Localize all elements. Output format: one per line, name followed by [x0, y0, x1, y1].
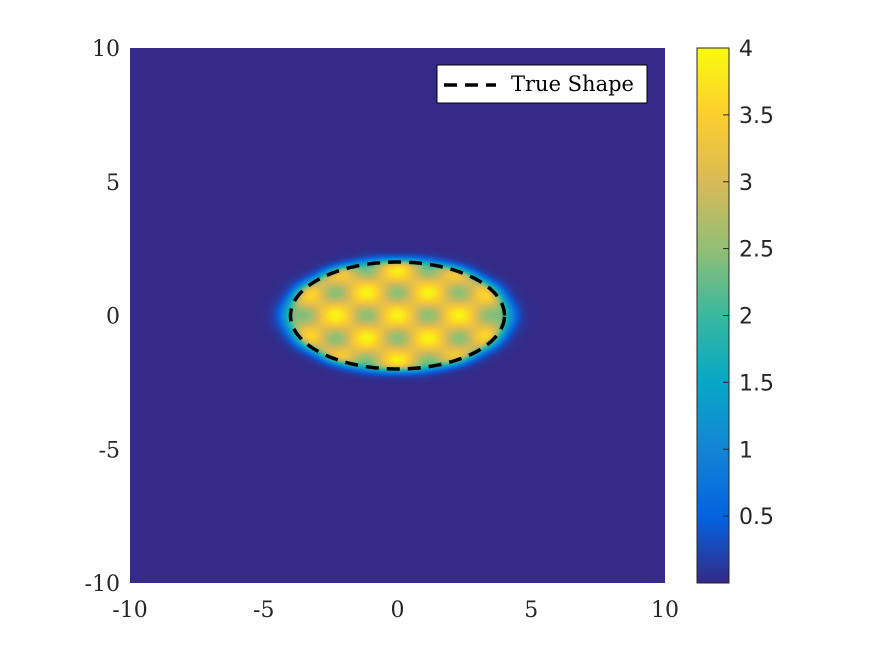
x-tick-label: 10: [651, 598, 679, 623]
colorbar-tick-label: 1: [739, 438, 753, 463]
colorbar-tick-label: 1.5: [739, 371, 774, 396]
heatmap-image: [130, 48, 665, 583]
legend-label-true-shape: True Shape: [511, 72, 634, 96]
colorbar-tick-label: 0.5: [739, 505, 774, 530]
colorbar-tick-label: 2: [739, 305, 753, 330]
x-tick-label: 5: [524, 598, 538, 623]
true-shape-ellipse: [288, 260, 507, 371]
y-tick-label: 0: [106, 305, 120, 330]
colorbar-tick-label: 3.5: [739, 104, 774, 129]
legend-box: [436, 64, 648, 104]
x-axis-ticks: -10 -5 0 5 10: [112, 598, 679, 623]
x-tick-label: -10: [112, 598, 147, 623]
legend: True Shape: [436, 64, 648, 104]
colorbar-tick-label: 3: [739, 171, 753, 196]
y-tick-label: 5: [106, 171, 120, 196]
heatmap-plot: [130, 48, 665, 583]
colorbar: 4 3.5 3 2.5 2 1.5 1 0.5: [696, 37, 774, 584]
y-tick-label: -5: [99, 438, 120, 463]
y-tick-label: -10: [85, 572, 120, 597]
x-tick-label: 0: [391, 598, 405, 623]
colorbar-ticks: 4 3.5 3 2.5 2 1.5 1 0.5: [723, 37, 774, 530]
colorbar-tick-label: 2.5: [739, 238, 774, 263]
colorbar-tick-label: 4: [739, 37, 753, 62]
y-axis-ticks: 10 5 0 -5 -10: [85, 37, 120, 597]
y-tick-label: 10: [92, 37, 120, 62]
x-tick-label: -5: [253, 598, 274, 623]
